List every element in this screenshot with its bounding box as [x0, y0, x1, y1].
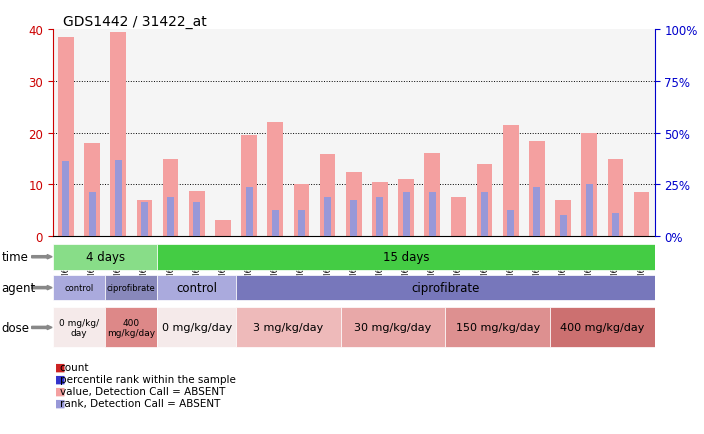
Bar — [425, 154, 440, 237]
Text: dose: dose — [1, 321, 30, 334]
Text: 400 mg/kg/day: 400 mg/kg/day — [560, 323, 645, 332]
Text: rank, Detection Call = ABSENT: rank, Detection Call = ABSENT — [60, 398, 220, 408]
Text: agent: agent — [1, 282, 36, 294]
Bar — [534, 187, 541, 237]
Bar — [586, 185, 593, 237]
Text: GDS1442 / 31422_at: GDS1442 / 31422_at — [63, 15, 207, 29]
Text: ciprofibrate: ciprofibrate — [411, 282, 479, 294]
Bar — [193, 203, 200, 237]
Bar — [608, 159, 623, 237]
Bar — [320, 155, 335, 237]
Text: 15 days: 15 days — [383, 251, 429, 263]
Bar — [298, 211, 305, 237]
Bar — [612, 214, 619, 237]
Text: ciprofibrate: ciprofibrate — [107, 283, 156, 293]
Bar — [105, 276, 158, 300]
Bar — [268, 123, 283, 237]
Text: time: time — [1, 251, 28, 263]
Bar — [403, 193, 410, 237]
Bar — [451, 198, 466, 237]
Bar — [372, 182, 388, 237]
Text: 0 mg/kg/
day: 0 mg/kg/ day — [59, 318, 99, 337]
Text: 3 mg/kg/day: 3 mg/kg/day — [253, 323, 323, 332]
Bar — [398, 180, 414, 237]
Bar — [163, 159, 178, 237]
Bar — [53, 244, 158, 270]
Bar — [246, 187, 253, 237]
Text: ■: ■ — [55, 362, 65, 372]
Text: ■: ■ — [55, 398, 65, 408]
Text: control: control — [64, 283, 94, 293]
Bar — [58, 38, 74, 237]
Text: ■: ■ — [55, 386, 65, 396]
Text: 400
mg/kg/day: 400 mg/kg/day — [107, 318, 156, 337]
Bar — [215, 220, 231, 237]
Bar — [429, 193, 436, 237]
Bar — [481, 193, 488, 237]
Bar — [550, 308, 655, 348]
Bar — [294, 185, 309, 237]
Bar — [341, 308, 446, 348]
Bar — [137, 201, 152, 237]
Bar — [529, 141, 545, 237]
Text: 4 days: 4 days — [86, 251, 125, 263]
Bar — [346, 172, 362, 237]
Bar — [272, 211, 279, 237]
Text: 0 mg/kg/day: 0 mg/kg/day — [162, 323, 232, 332]
Bar — [236, 308, 341, 348]
Bar — [324, 198, 331, 237]
Bar — [141, 203, 148, 237]
Bar — [634, 193, 650, 237]
Text: count: count — [60, 362, 89, 372]
Bar — [241, 136, 257, 237]
Bar — [377, 198, 384, 237]
Bar — [111, 33, 126, 237]
Bar — [236, 276, 655, 300]
Bar — [158, 276, 236, 300]
Bar — [158, 244, 655, 270]
Bar — [582, 134, 597, 237]
Bar — [189, 191, 205, 237]
Bar — [560, 216, 567, 237]
Bar — [555, 201, 571, 237]
Bar — [446, 308, 550, 348]
Bar — [84, 144, 100, 237]
Bar — [115, 160, 122, 237]
Bar — [503, 126, 519, 237]
Text: value, Detection Call = ABSENT: value, Detection Call = ABSENT — [60, 386, 225, 396]
Bar — [167, 198, 174, 237]
Bar — [158, 308, 236, 348]
Text: ■: ■ — [55, 374, 65, 384]
Text: control: control — [176, 282, 218, 294]
Text: percentile rank within the sample: percentile rank within the sample — [60, 374, 236, 384]
Text: 150 mg/kg/day: 150 mg/kg/day — [455, 323, 540, 332]
Bar — [105, 308, 158, 348]
Bar — [89, 193, 96, 237]
Bar — [350, 201, 358, 237]
Bar — [477, 164, 493, 237]
Bar — [508, 211, 515, 237]
Text: 30 mg/kg/day: 30 mg/kg/day — [354, 323, 432, 332]
Bar — [53, 276, 105, 300]
Bar — [63, 162, 70, 237]
Bar — [53, 308, 105, 348]
